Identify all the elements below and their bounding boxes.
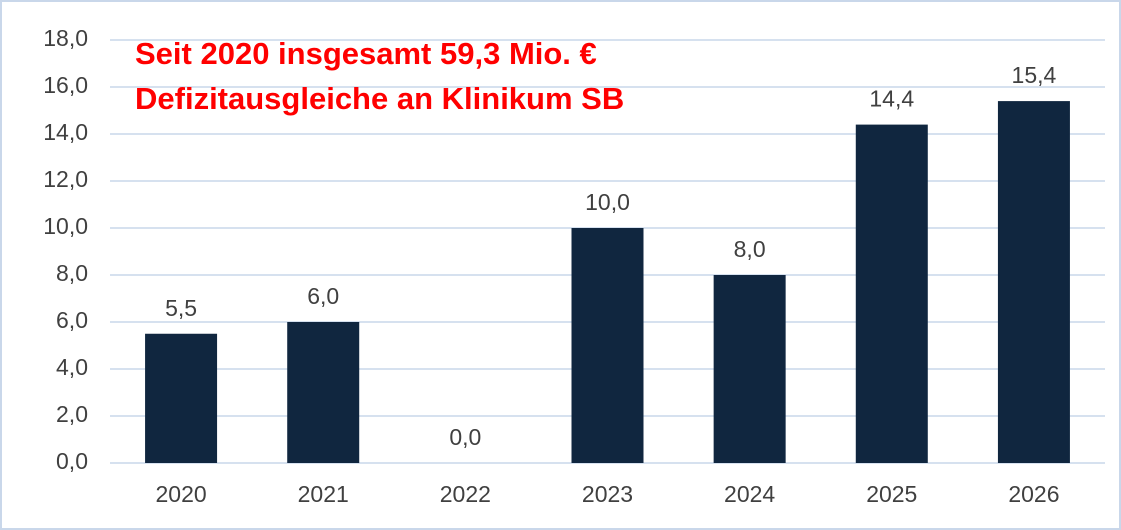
bar xyxy=(145,333,218,463)
bar xyxy=(997,101,1070,463)
x-tick-label: 2021 xyxy=(298,481,349,507)
annotation: Defizitausgleiche an Klinikum SB xyxy=(135,81,624,116)
data-label: 8,0 xyxy=(734,236,766,262)
x-tick-label: 2024 xyxy=(724,481,775,507)
y-tick-label: 8,0 xyxy=(56,260,88,286)
y-tick-label: 4,0 xyxy=(56,354,88,380)
x-tick-label: 2023 xyxy=(582,481,633,507)
x-tick-label: 2020 xyxy=(155,481,206,507)
y-tick-label: 18,0 xyxy=(43,25,88,51)
x-tick-label: 2025 xyxy=(866,481,917,507)
y-tick-label: 6,0 xyxy=(56,307,88,333)
y-tick-label: 0,0 xyxy=(56,448,88,474)
y-tick-label: 2,0 xyxy=(56,401,88,427)
data-label: 15,4 xyxy=(1012,62,1057,88)
bar xyxy=(855,124,928,463)
annotation: Seit 2020 insgesamt 59,3 Mio. € xyxy=(135,36,597,71)
bar xyxy=(571,228,644,463)
x-tick-label: 2026 xyxy=(1008,481,1059,507)
data-label: 6,0 xyxy=(307,283,339,309)
data-label: 14,4 xyxy=(869,86,914,112)
bars xyxy=(145,101,1070,463)
labels: 0,0 2,0 4,0 6,0 8,0 10,0 12,0 14,0 16,0 18,0 2020 5… xyxy=(43,25,1059,507)
y-tick-label: 14,0 xyxy=(43,119,88,145)
x-tick-label: 2022 xyxy=(440,481,491,507)
data-label: 10,0 xyxy=(585,189,630,215)
y-tick-label: 12,0 xyxy=(43,166,88,192)
data-label: 5,5 xyxy=(165,295,197,321)
data-label: 0,0 xyxy=(449,424,481,450)
bar xyxy=(287,322,360,463)
y-tick-label: 10,0 xyxy=(43,213,88,239)
grid xyxy=(110,39,1105,464)
bar xyxy=(713,275,786,463)
y-tick-label: 16,0 xyxy=(43,72,88,98)
